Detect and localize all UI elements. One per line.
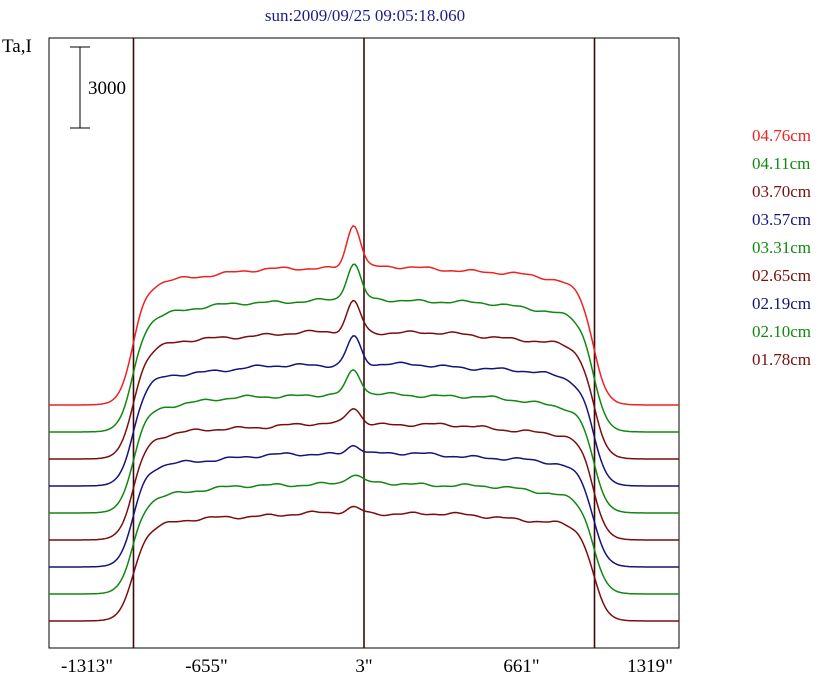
legend-entry-03.70cm: 03.70cm xyxy=(752,182,811,201)
x-tick-label-2: 3" xyxy=(355,656,372,677)
legend-entry-04.76cm: 04.76cm xyxy=(752,126,811,145)
legend-entry-02.65cm: 02.65cm xyxy=(752,266,811,285)
series-lines xyxy=(49,225,679,622)
y-axis-label: Ta,I xyxy=(2,36,32,57)
series-line-03.70cm xyxy=(49,299,679,460)
legend-entry-02.10cm: 02.10cm xyxy=(752,322,811,341)
intensity-scale-bar: 3000 xyxy=(70,46,126,129)
series-line-03.31cm xyxy=(49,368,679,514)
x-tick-label-4: 1319" xyxy=(627,656,673,677)
series-line-02.65cm xyxy=(49,408,679,541)
chart-title: sun:2009/09/25 09:05:18.060 xyxy=(265,6,465,25)
legend-entry-04.11cm: 04.11cm xyxy=(752,154,810,173)
series-line-02.19cm xyxy=(49,444,679,568)
vertical-markers xyxy=(132,38,596,648)
legend-entry-01.78cm: 01.78cm xyxy=(752,350,811,369)
x-tick-labels: -1313" -655" 3" 661" 1319" xyxy=(61,656,673,677)
legend-entry-02.19cm: 02.19cm xyxy=(752,294,811,313)
scale-bar-label: 3000 xyxy=(88,78,126,99)
legend-entry-03.31cm: 03.31cm xyxy=(752,238,811,257)
x-tick-label-0: -1313" xyxy=(61,656,113,677)
series-line-03.57cm xyxy=(49,335,679,487)
x-tick-label-3: 661" xyxy=(503,656,539,677)
legend: 04.76cm 04.11cm 03.70cm 03.57cm 03.31cm 02.65… xyxy=(752,126,811,369)
series-line-04.76cm xyxy=(49,225,679,406)
series-line-02.10cm xyxy=(49,474,679,595)
series-line-04.11cm xyxy=(49,263,679,433)
legend-entry-03.57cm: 03.57cm xyxy=(752,210,811,229)
series-line-01.78cm xyxy=(49,505,679,622)
x-tick-label-1: -655" xyxy=(185,656,228,677)
